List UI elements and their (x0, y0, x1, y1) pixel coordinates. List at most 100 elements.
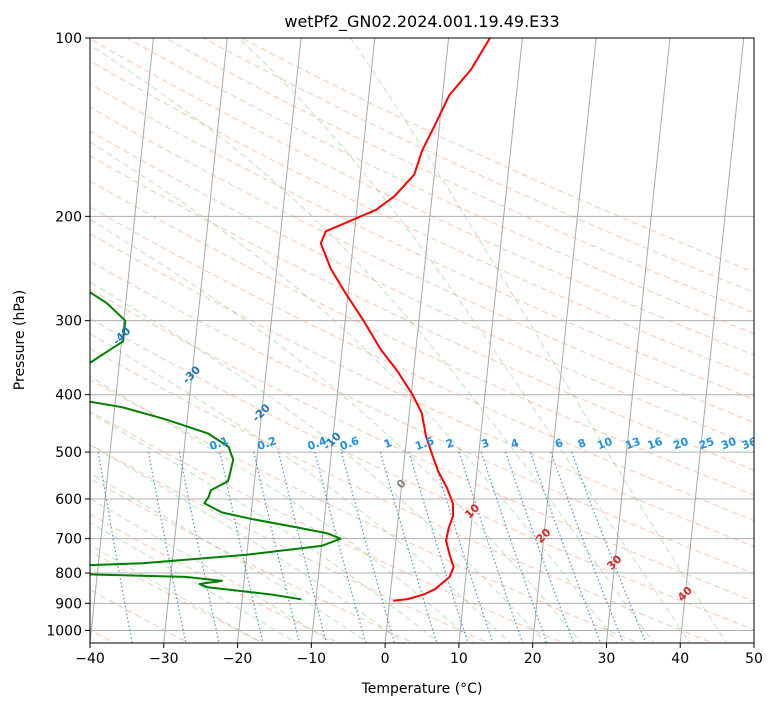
mixing-ratio-line (147, 451, 187, 643)
dry-adiabat-line (90, 83, 754, 400)
dry-adiabat-line (241, 38, 754, 273)
mixing-ratio-label: 36 (740, 435, 759, 453)
y-tick-label: 1000 (46, 623, 82, 639)
y-axis-label: Pressure (hPa) (12, 290, 28, 390)
isotherm-line (163, 38, 228, 643)
moist-adiabat-line (90, 141, 619, 643)
isotherm-line (237, 38, 302, 643)
y-axis-ticks: 100 200 300 400 500 600 700 800 900 1000 (46, 31, 90, 639)
mixing-ratio-line (480, 451, 548, 643)
mixing-ratio-line (529, 451, 602, 643)
mixing-ratio-line (97, 452, 133, 643)
isotherm-line (310, 38, 376, 643)
isotherm-line (458, 38, 523, 643)
x-axis-ticks: −40 −30 −20 −10 0 10 20 30 40 50 (75, 643, 763, 667)
y-tick-label: 400 (55, 388, 82, 404)
x-tick-label: −10 (297, 651, 327, 667)
dry-adiabat-line (164, 38, 754, 314)
isotherms (90, 38, 754, 643)
isotherm-line (753, 638, 754, 643)
mixing-ratio-line (278, 451, 328, 643)
mixing-ratio-label: 13 (623, 435, 642, 452)
moist-adiabat-line (90, 444, 405, 643)
dry-adiabat-line (90, 130, 754, 447)
y-tick-label: 900 (55, 596, 82, 612)
y-tick-label: 800 (55, 566, 82, 582)
y-tick-label: 300 (55, 314, 82, 330)
mixing-ratio-lines (52, 451, 647, 645)
x-tick-label: −20 (223, 651, 253, 667)
isotherm-label: -30 (180, 363, 203, 386)
isotherm-line (605, 38, 671, 643)
dry-adiabat-line (90, 550, 265, 643)
mixing-ratio-line (219, 451, 264, 643)
x-tick-label: 10 (450, 651, 468, 667)
mixing-ratio-label: 16 (646, 435, 665, 453)
moist-adiabat-line (90, 281, 547, 643)
isotherm-line (532, 38, 597, 643)
mixing-ratio-labels: 0.1 0.2 0.4 0.6 1 1.5 2 3 4 6 8 10 13 16 20 25 30 36 (208, 434, 759, 453)
mixing-ratio-line (379, 451, 438, 643)
moist-adiabats (90, 38, 728, 643)
mixing-ratio-label: 30 (719, 435, 738, 453)
isotherm-label: -20 (250, 401, 273, 424)
profile-line-2 (90, 291, 342, 601)
dry-adiabat-line (90, 60, 754, 378)
isotherm-line (679, 38, 745, 643)
mixing-ratio-line (340, 451, 396, 643)
mixing-ratio-label: 1.5 (413, 434, 436, 453)
moist-adiabat-line (238, 38, 691, 643)
y-tick-label: 700 (55, 532, 82, 548)
x-tick-label: 0 (381, 651, 390, 667)
sounding-profiles (90, 38, 491, 602)
mixing-ratio-label: 0.4 (306, 434, 329, 453)
chart-title: wetPf2_GN02.2024.001.19.49.E33 (284, 12, 559, 32)
x-tick-label: 30 (598, 651, 616, 667)
x-axis-label: Temperature (°C) (361, 681, 483, 697)
mixing-ratio-label: 4 (509, 436, 521, 451)
x-tick-label: 20 (524, 651, 542, 667)
dry-adiabat-line (90, 206, 754, 522)
dry-adiabat-line (90, 233, 754, 548)
mixing-ratio-label: 2 (444, 436, 456, 451)
y-tick-label: 500 (55, 445, 82, 461)
dry-adiabat-line (126, 38, 754, 335)
isotherm-label: 10 (462, 501, 482, 521)
dry-adiabat-line (90, 378, 640, 643)
mixing-ratio-label: 10 (595, 435, 614, 453)
plot-frame (89, 37, 755, 644)
mixing-ratio-line (408, 451, 469, 643)
mixing-ratio-label: 8 (576, 436, 588, 451)
y-tick-label: 200 (55, 209, 82, 225)
x-tick-label: 40 (671, 651, 689, 667)
isotherm-label: 0 (394, 477, 409, 492)
dry-adiabat-line (90, 513, 340, 643)
dry-adiabat-line (90, 180, 754, 496)
isotherm-label: 40 (675, 584, 695, 604)
mixing-ratio-label: 0.1 (208, 434, 231, 453)
x-tick-label: 50 (745, 651, 763, 667)
moist-adiabat-line (90, 375, 476, 643)
mixing-ratio-label: 1 (382, 436, 394, 451)
isotherm-label: 20 (534, 525, 554, 545)
dry-adiabat-line (90, 260, 754, 575)
mixing-ratio-line (550, 451, 624, 643)
mixing-ratio-label: 0.6 (338, 434, 361, 453)
isotherm-label: 30 (604, 552, 624, 572)
mixing-ratio-label: 3 (479, 436, 491, 451)
y-tick-label: 100 (55, 31, 82, 47)
dry-adiabat-line (90, 347, 715, 643)
mixing-ratio-line (314, 451, 367, 643)
mixing-ratio-label: 20 (671, 435, 690, 453)
y-tick-label: 600 (55, 492, 82, 508)
plot-area: -100-90-80-70-60-50-40-30-20-10010203040… (41, 38, 759, 645)
mixing-ratio-line (253, 451, 301, 643)
mixing-ratio-line (505, 451, 575, 643)
moist-adiabat-line (90, 412, 440, 643)
mixing-ratio-line (52, 452, 83, 645)
isotherm-label: -50 (41, 283, 64, 306)
mixing-ratio-label: 0.2 (256, 434, 279, 453)
mixing-ratio-line (431, 451, 494, 643)
moist-adiabat-line (90, 544, 262, 643)
